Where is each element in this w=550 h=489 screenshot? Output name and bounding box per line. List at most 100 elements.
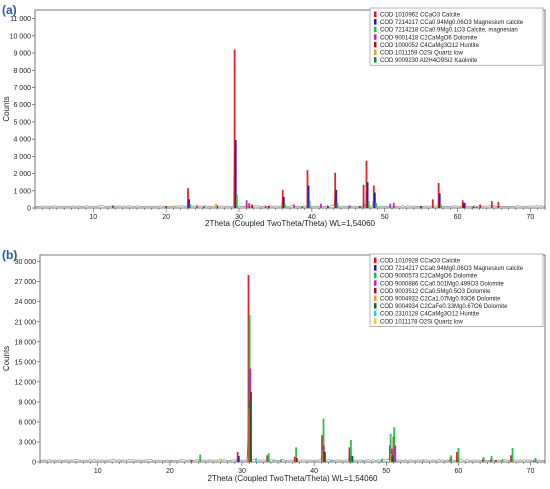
series-9 <box>178 458 462 462</box>
peak-bar <box>235 194 238 208</box>
y-axis-label: Counts <box>2 346 11 371</box>
peak-bar <box>264 205 267 208</box>
legend-swatch <box>374 26 377 33</box>
peak-bar <box>459 461 462 462</box>
legend-entry: COD 7214217 CCa0.94Mg0.06O3 Magnesium ca… <box>380 20 524 26</box>
peak-bar <box>281 189 284 208</box>
chart-panel-1: (a) 0 1 000 2 000 3 000 4 000 5 000 6 000 7 000 8… <box>2 3 546 228</box>
peak-bar <box>534 457 537 462</box>
x-tick-label: 20 <box>166 468 174 475</box>
peak-bar <box>188 199 190 208</box>
peak-bar <box>321 435 323 462</box>
peak-bar <box>112 205 114 208</box>
legend-entry: COD 1010962 CCaO3 Calcite <box>380 13 461 19</box>
peak-bar <box>472 206 475 208</box>
peak-bar <box>475 206 478 208</box>
peak-bar <box>287 206 290 208</box>
series-2 <box>188 139 465 208</box>
peak-bar <box>165 206 168 208</box>
y-tick-label: 8 000 <box>13 68 31 75</box>
peak-bar <box>375 202 377 208</box>
panel-label: (a) <box>2 3 17 17</box>
peak-bar <box>388 460 391 462</box>
peak-bar <box>458 206 461 208</box>
peak-bar <box>511 447 514 462</box>
y-tick-label: 0 <box>27 206 31 213</box>
x-tick-label: 50 <box>382 468 390 475</box>
peak-bar <box>394 445 397 462</box>
y-tick-label: 9 000 <box>13 51 31 58</box>
peak-bar <box>348 447 351 462</box>
peak-bar <box>438 193 441 208</box>
peak-bar <box>295 447 298 462</box>
series-7 <box>112 205 478 208</box>
peak-bar <box>267 205 270 208</box>
y-tick-label: 2 000 <box>13 171 31 178</box>
peak-bar <box>266 455 269 462</box>
legend-swatch <box>374 318 377 324</box>
peak-bar <box>237 455 240 462</box>
peak-bar <box>290 460 293 462</box>
peak-bar <box>295 457 298 462</box>
peak-bar <box>216 205 219 208</box>
y-tick-label: 15 000 <box>15 359 37 366</box>
legend-box <box>369 253 544 327</box>
measured-pattern <box>39 396 545 462</box>
legend-swatch <box>374 265 377 271</box>
x-tick-label: 60 <box>455 468 463 475</box>
peak-bar <box>372 185 375 208</box>
peak-bar <box>393 427 396 462</box>
peak-bar <box>373 192 376 208</box>
peak-bar <box>267 453 270 462</box>
legend-swatch <box>374 272 377 279</box>
peak-bar <box>190 459 193 462</box>
peak-bar <box>322 418 325 462</box>
x-axis-label: 2Theta (Coupled TwoTheta/Theta) WL=1,540… <box>205 219 376 228</box>
peak-bar <box>391 455 393 462</box>
peak-bar <box>326 205 329 208</box>
y-tick-label: 1 000 <box>13 188 31 195</box>
y-tick-label: 0 <box>32 460 36 467</box>
legend-entry: COD 9004932 C2Ca1.07Mg0.93O6 Dolomite <box>380 297 501 303</box>
x-tick-label: 40 <box>310 468 318 475</box>
peak-bar <box>280 459 282 462</box>
y-tick-label: 9 000 <box>18 399 36 406</box>
series-1 <box>187 49 500 208</box>
x-tick-label: 20 <box>162 214 170 221</box>
peak-bar <box>245 200 248 208</box>
x-tick-label: 40 <box>308 214 316 221</box>
peak-bar <box>367 201 370 208</box>
legend-entry: COD 9000886 CCa0.501Mg0.499O3 Dolomite <box>380 281 504 287</box>
peak-bar <box>189 204 192 208</box>
legend-entry: COD 9003512 CCa0.5Mg0.5O3 Dolomite <box>380 289 491 295</box>
y-tick-label: 30 000 <box>15 259 37 266</box>
peak-bar <box>301 206 304 208</box>
peak-bar <box>293 204 295 208</box>
x-tick-label: 70 <box>527 468 535 475</box>
peak-bar <box>203 205 205 208</box>
peak-bar <box>495 459 497 462</box>
peak-bar <box>320 203 322 208</box>
series-6 <box>248 408 392 462</box>
legend-entry: COD 9001418 C2CaMgO6 Dolomite <box>380 35 478 41</box>
legend-entry: COD 2310128 C4CaMg3O12 Huntite <box>380 312 480 318</box>
peak-bar <box>306 170 309 208</box>
legend-swatch <box>374 257 377 263</box>
peak-bar <box>236 451 239 462</box>
y-tick-label: 12 000 <box>15 379 37 386</box>
y-tick-label: 18 000 <box>15 339 37 346</box>
peak-bar <box>479 204 482 208</box>
legend-swatch <box>374 295 377 301</box>
series-3 <box>189 194 442 208</box>
peak-bar <box>178 460 181 462</box>
peak-bar <box>196 205 199 208</box>
legend-swatch <box>374 303 377 309</box>
legend-entry: COD 9004934 C2CaFe0.33Mg0.67O6 Dolomite <box>380 304 508 310</box>
peak-bar <box>248 203 251 208</box>
legend-entry: COD 9000573 C2CaMgO6 Dolomite <box>380 274 478 280</box>
peak-bar <box>490 455 493 462</box>
legend-entry: COD 1010928 CCaO3 Calcite <box>380 259 461 265</box>
legend-swatch <box>374 19 377 25</box>
